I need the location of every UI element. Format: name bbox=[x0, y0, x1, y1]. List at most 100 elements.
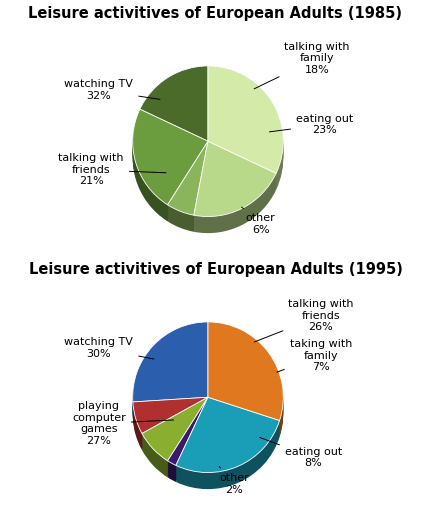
Text: eating out
8%: eating out 8% bbox=[259, 437, 341, 468]
Wedge shape bbox=[208, 82, 283, 190]
Wedge shape bbox=[132, 333, 208, 414]
Wedge shape bbox=[141, 402, 208, 466]
Wedge shape bbox=[175, 397, 279, 473]
Wedge shape bbox=[132, 330, 208, 410]
Wedge shape bbox=[139, 79, 208, 155]
Wedge shape bbox=[132, 400, 208, 437]
Wedge shape bbox=[194, 155, 276, 230]
Wedge shape bbox=[132, 412, 208, 449]
Wedge shape bbox=[132, 338, 208, 418]
Wedge shape bbox=[194, 144, 276, 220]
Wedge shape bbox=[208, 71, 283, 178]
Wedge shape bbox=[132, 325, 208, 406]
Wedge shape bbox=[194, 148, 276, 223]
Wedge shape bbox=[139, 73, 208, 148]
Wedge shape bbox=[175, 411, 279, 486]
Text: watching TV
32%: watching TV 32% bbox=[64, 79, 160, 101]
Wedge shape bbox=[194, 158, 276, 233]
Wedge shape bbox=[175, 406, 279, 481]
Text: other
2%: other 2% bbox=[219, 466, 249, 495]
Wedge shape bbox=[132, 402, 208, 438]
Wedge shape bbox=[208, 329, 283, 427]
Wedge shape bbox=[167, 400, 208, 468]
Wedge shape bbox=[132, 409, 208, 445]
Wedge shape bbox=[167, 155, 208, 228]
Wedge shape bbox=[208, 330, 283, 429]
Wedge shape bbox=[208, 338, 283, 437]
Wedge shape bbox=[132, 404, 208, 440]
Wedge shape bbox=[139, 82, 208, 158]
Wedge shape bbox=[141, 412, 208, 476]
Text: talking with
friends
26%: talking with friends 26% bbox=[254, 300, 353, 342]
Text: other
6%: other 6% bbox=[241, 207, 275, 235]
Wedge shape bbox=[139, 68, 208, 143]
Wedge shape bbox=[175, 402, 279, 478]
Text: eating out
23%: eating out 23% bbox=[269, 114, 353, 136]
Wedge shape bbox=[175, 414, 279, 489]
Wedge shape bbox=[139, 81, 208, 156]
Wedge shape bbox=[167, 397, 208, 465]
Wedge shape bbox=[167, 150, 208, 224]
Wedge shape bbox=[194, 146, 276, 222]
Wedge shape bbox=[208, 73, 283, 180]
Wedge shape bbox=[139, 71, 208, 146]
Wedge shape bbox=[132, 113, 208, 208]
Wedge shape bbox=[167, 143, 208, 217]
Wedge shape bbox=[194, 151, 276, 226]
Wedge shape bbox=[167, 141, 208, 215]
Wedge shape bbox=[132, 121, 208, 217]
Wedge shape bbox=[141, 397, 208, 461]
Wedge shape bbox=[167, 144, 208, 219]
Wedge shape bbox=[132, 111, 208, 206]
Wedge shape bbox=[167, 404, 208, 472]
Title: Leisure activitives of European Adults (1985): Leisure activitives of European Adults (… bbox=[28, 6, 402, 20]
Wedge shape bbox=[132, 109, 208, 205]
Wedge shape bbox=[141, 406, 208, 469]
Wedge shape bbox=[175, 400, 279, 476]
Wedge shape bbox=[132, 122, 208, 218]
Wedge shape bbox=[167, 406, 208, 474]
Wedge shape bbox=[175, 404, 279, 479]
Wedge shape bbox=[132, 329, 208, 409]
Wedge shape bbox=[167, 153, 208, 227]
Wedge shape bbox=[139, 66, 208, 141]
Wedge shape bbox=[208, 322, 283, 420]
Wedge shape bbox=[208, 332, 283, 431]
Wedge shape bbox=[132, 332, 208, 412]
Wedge shape bbox=[132, 414, 208, 450]
Wedge shape bbox=[132, 406, 208, 442]
Wedge shape bbox=[194, 141, 276, 217]
Wedge shape bbox=[175, 399, 279, 474]
Wedge shape bbox=[167, 158, 208, 232]
Wedge shape bbox=[132, 397, 208, 434]
Title: Leisure activitives of European Adults (1995): Leisure activitives of European Adults (… bbox=[28, 262, 402, 276]
Wedge shape bbox=[167, 414, 208, 482]
Wedge shape bbox=[208, 333, 283, 432]
Wedge shape bbox=[141, 400, 208, 464]
Wedge shape bbox=[167, 402, 208, 471]
Wedge shape bbox=[139, 76, 208, 151]
Wedge shape bbox=[132, 324, 208, 403]
Text: taking with
family
7%: taking with family 7% bbox=[276, 339, 351, 372]
Wedge shape bbox=[167, 399, 208, 467]
Wedge shape bbox=[175, 412, 279, 487]
Wedge shape bbox=[167, 409, 208, 477]
Text: talking with
friends
21%: talking with friends 21% bbox=[58, 153, 166, 186]
Wedge shape bbox=[208, 79, 283, 186]
Wedge shape bbox=[167, 148, 208, 222]
Wedge shape bbox=[208, 324, 283, 422]
Wedge shape bbox=[208, 337, 283, 435]
Wedge shape bbox=[132, 407, 208, 443]
Wedge shape bbox=[141, 399, 208, 462]
Wedge shape bbox=[141, 411, 208, 474]
Text: playing
computer
games
27%: playing computer games 27% bbox=[72, 401, 173, 446]
Wedge shape bbox=[194, 156, 276, 231]
Wedge shape bbox=[132, 327, 208, 407]
Wedge shape bbox=[208, 74, 283, 182]
Wedge shape bbox=[132, 116, 208, 211]
Wedge shape bbox=[141, 409, 208, 473]
Wedge shape bbox=[132, 114, 208, 210]
Wedge shape bbox=[139, 77, 208, 153]
Wedge shape bbox=[167, 156, 208, 230]
Wedge shape bbox=[167, 411, 208, 479]
